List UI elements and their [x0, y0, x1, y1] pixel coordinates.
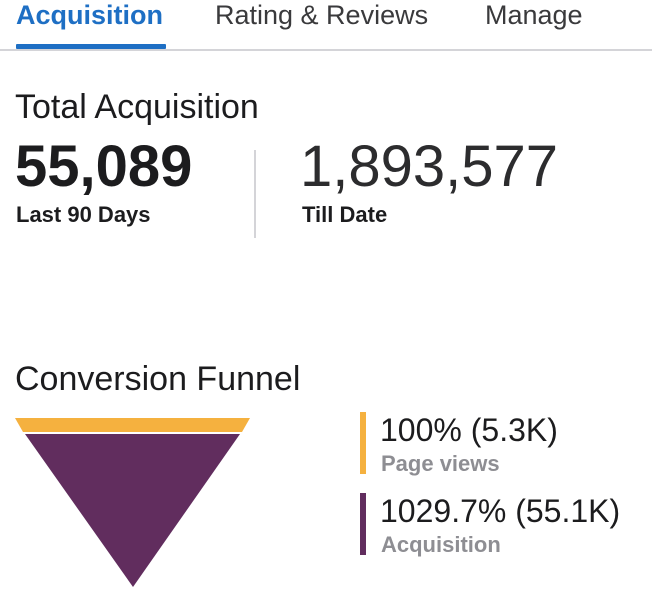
active-tab-indicator	[16, 44, 166, 49]
recent-acquisition-value: 55,089	[15, 134, 193, 199]
total-acquisition-value: 1,893,577	[300, 134, 559, 199]
legend-color-bar	[360, 412, 366, 474]
legend-color-bar	[360, 493, 366, 555]
conversion-funnel-title: Conversion Funnel	[15, 360, 301, 398]
tab-rating-reviews[interactable]: Rating & Reviews	[215, 0, 429, 30]
funnel-body	[25, 434, 240, 587]
legend-label: Page views	[381, 451, 500, 476]
tab-manage[interactable]: Manage	[485, 0, 583, 30]
legend-value: 1029.7% (55.1K)	[380, 493, 621, 529]
funnel-top-band	[15, 418, 250, 432]
total-acquisition-label: Till Date	[302, 202, 388, 227]
tab-acquisition[interactable]: Acquisition	[16, 0, 163, 30]
stat-divider	[254, 150, 256, 238]
tab-bar: Acquisition Rating & Reviews Manage	[0, 0, 652, 51]
recent-acquisition-label: Last 90 Days	[16, 202, 151, 227]
funnel-chart	[15, 418, 250, 587]
legend-value: 100% (5.3K)	[380, 412, 558, 448]
total-acquisition-title: Total Acquisition	[15, 88, 259, 126]
legend-label: Acquisition	[381, 532, 501, 557]
